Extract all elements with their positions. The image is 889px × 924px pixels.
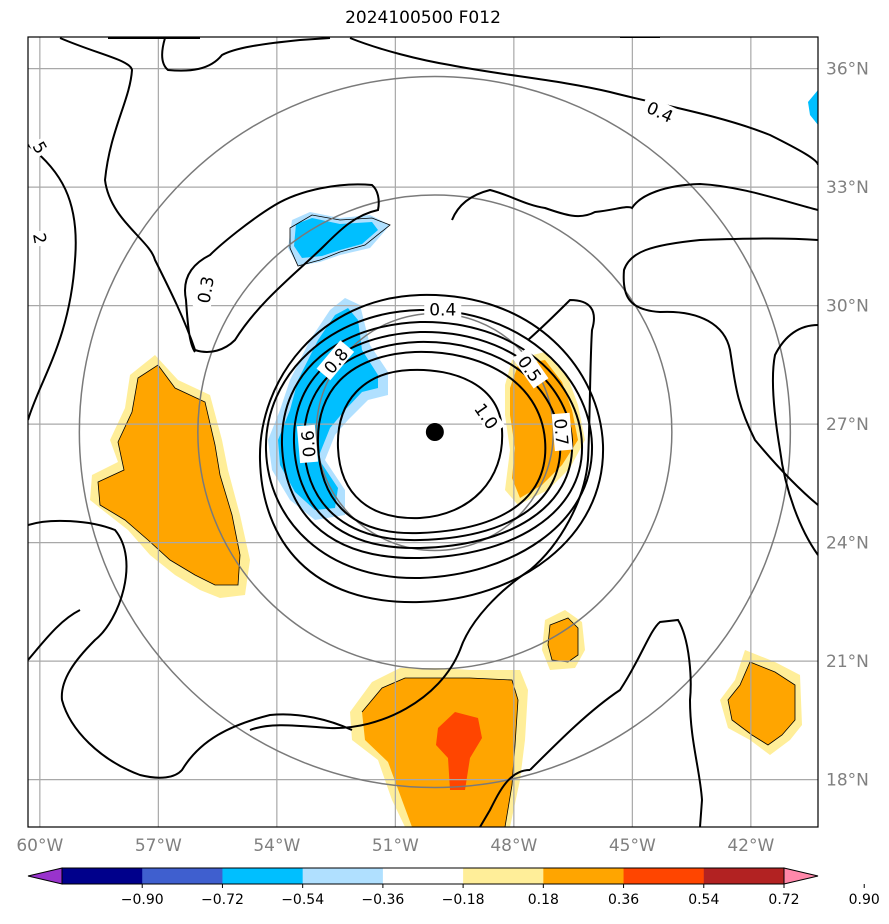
range-ring	[197, 194, 673, 670]
colorbar-segment	[62, 868, 143, 884]
colorbar-segment	[142, 868, 223, 884]
contour-label: 2	[28, 229, 52, 248]
colorbar-segment	[623, 868, 705, 884]
contour-label: 1.0	[469, 395, 506, 436]
lat-tick-label: 18°N	[826, 771, 869, 791]
range-ring	[78, 75, 792, 789]
contour-label: 5	[28, 136, 53, 159]
colorbar-tick-label: −0.90	[121, 892, 164, 908]
contour-label-bg	[29, 136, 53, 159]
colorbar-extend-high	[783, 867, 819, 885]
latitude-labels: 36°N 33°N 30°N 27°N 24°N 21°N 18°N	[826, 60, 869, 791]
lat-tick-label: 36°N	[826, 60, 869, 80]
lat-lon-grid	[28, 37, 818, 827]
colorbar-segment	[222, 868, 304, 884]
lat-tick-label: 33°N	[826, 178, 869, 198]
lon-tick-label: 48°W	[490, 836, 537, 856]
shade-deep-sky-blue	[808, 90, 818, 125]
contour-label: 0.6	[296, 424, 321, 464]
contour-label-text: 0.6	[298, 429, 320, 458]
contour-label-bg	[30, 229, 52, 248]
colorbar-segment	[543, 868, 625, 884]
contour-label-text: 0.4	[429, 301, 456, 321]
contour-label-bg	[424, 299, 462, 318]
contour-label-bg	[551, 412, 573, 452]
colorbar-segment	[302, 868, 384, 884]
contour-label-bg	[639, 95, 681, 128]
shade-orange	[98, 365, 240, 585]
colorbar-tick-label: 0.54	[688, 892, 719, 908]
contour-label: 0.7	[549, 412, 573, 452]
contour-0.8	[302, 340, 562, 542]
contour-label-bg	[316, 340, 355, 381]
lat-tick-label: 30°N	[826, 297, 869, 317]
contour-0.7	[292, 330, 574, 550]
contour-label-bg	[512, 347, 549, 389]
contour-0.4-inner	[258, 293, 605, 604]
colorbar-tick-label: −0.54	[281, 892, 324, 908]
lat-tick-label: 21°N	[826, 652, 869, 672]
chart-title: 2024100500 F012	[345, 8, 501, 28]
shade-orange	[362, 678, 518, 827]
colorbar-tick-label: −0.36	[361, 892, 404, 908]
lat-tick-label: 24°N	[826, 534, 869, 554]
longitude-labels: 60°W 57°W 54°W 51°W 48°W 45°W 42°W	[16, 836, 774, 856]
colorbar-frame	[61, 867, 785, 885]
lon-tick-label: 51°W	[372, 836, 419, 856]
range-rings	[78, 75, 792, 789]
contour-label-text: 0.7	[549, 418, 571, 447]
colorbar-tick-label: 0.90	[849, 892, 880, 908]
colorbar-segment	[463, 868, 544, 884]
contour-label: 0.3	[192, 269, 219, 310]
contour-label-text: 2	[28, 232, 50, 246]
lon-tick-label: 42°W	[727, 836, 774, 856]
lat-tick-label: 27°N	[826, 415, 869, 435]
contour-label-text: 0.3	[195, 275, 219, 305]
colorbar-extend-low	[27, 867, 63, 885]
contour-label-bg	[296, 424, 319, 464]
colorbar-segment	[703, 868, 785, 884]
shade-orange	[548, 618, 578, 662]
colorbar-segment	[382, 868, 464, 884]
contour-label: 0.4	[424, 299, 462, 321]
storm-center-marker	[425, 423, 444, 441]
shade-orange	[728, 662, 795, 745]
colorbar-tick-label: 0.72	[768, 892, 799, 908]
colorbar-tick-label: −0.72	[201, 892, 244, 908]
contour-0.6	[280, 320, 584, 560]
lon-tick-label: 45°W	[609, 836, 656, 856]
colorbar-tick-label: 0.36	[608, 892, 639, 908]
colorbar: −0.90 −0.72 −0.54 −0.36 −0.18 0.18 0.36 0.54 0.7…	[27, 867, 880, 908]
contour-labels: 0.40.40.30.8 0.50.71.00.652	[28, 95, 681, 464]
shade-red-orange	[436, 712, 482, 790]
contour-label-bg	[469, 395, 506, 436]
lon-tick-label: 60°W	[16, 836, 63, 856]
contour-0.5	[264, 308, 594, 580]
lon-tick-label: 54°W	[253, 836, 300, 856]
colorbar-tick-label: −0.18	[442, 892, 485, 908]
contour-1.0	[336, 368, 504, 520]
contour-label-bg	[192, 269, 217, 310]
map-frame	[27, 36, 819, 828]
colorbar-tick-label: 0.18	[528, 892, 559, 908]
contour-lines	[28, 37, 818, 827]
contour-0.9	[316, 350, 547, 535]
lon-tick-label: 57°W	[135, 836, 182, 856]
